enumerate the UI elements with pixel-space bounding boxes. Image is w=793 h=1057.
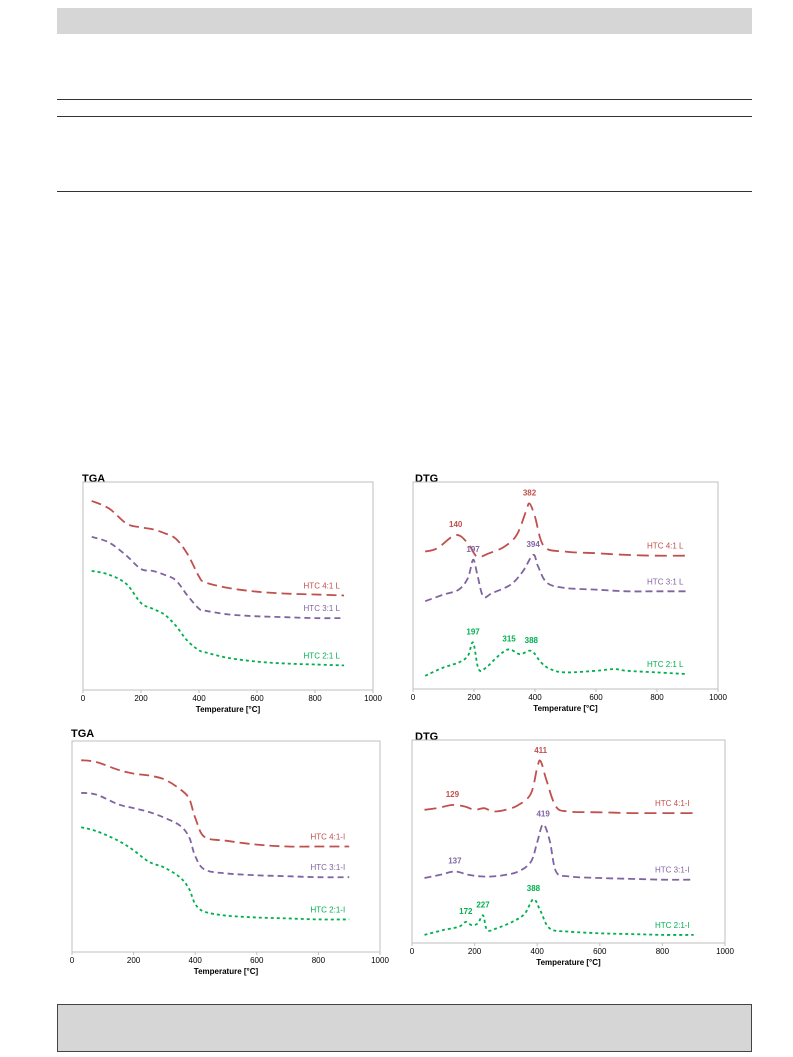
plot-frame: [71, 740, 381, 953]
series-label: HTC 3:1-I: [655, 866, 690, 875]
series-line-0: [424, 759, 694, 815]
x-tick-label: 600: [250, 956, 264, 965]
x-tick-label: 200: [468, 947, 482, 956]
series-label: HTC 2:1 L: [647, 660, 684, 669]
series-line-1: [424, 553, 688, 603]
header-rule-1: [57, 99, 752, 100]
x-tick-label: 0: [70, 956, 75, 965]
peak-label: 382: [523, 489, 537, 498]
x-tick-label: 400: [192, 694, 206, 703]
series-label: HTC 3:1-I: [311, 863, 346, 872]
x-axis-label: Temperature [°C]: [536, 958, 601, 967]
footer-bar: [57, 1004, 752, 1052]
series-line-0: [424, 502, 688, 558]
x-tick-label: 800: [650, 693, 664, 702]
header-rule-3: [57, 191, 752, 192]
chart-svg: 0 200 400 600 800 1000 Temperature [°C] HTC 4:1…: [70, 740, 389, 976]
series-line-1: [424, 823, 694, 881]
series-line-2: [91, 570, 345, 667]
x-tick-label: 0: [81, 694, 86, 703]
peak-label: 172: [459, 907, 473, 916]
chart-title: TGA: [71, 728, 95, 740]
series-label: HTC 4:1-I: [655, 799, 690, 808]
peak-label: 197: [466, 628, 480, 637]
x-tick-label: 600: [593, 947, 607, 956]
x-tick-label: 600: [589, 693, 603, 702]
x-tick-label: 400: [528, 693, 542, 702]
x-tick-label: 200: [127, 956, 141, 965]
x-axis-label: Temperature [°C]: [194, 967, 259, 976]
peak-label: 411: [534, 746, 547, 755]
chart-panel-dtg-1: DTG 0 200 400 600 800 1000 Temperature [°C] HTC…: [405, 470, 750, 713]
x-tick-label: 0: [411, 693, 416, 702]
series-label: HTC 4:1 L: [304, 581, 341, 590]
series-line-2: [424, 898, 694, 936]
peak-label: 197: [466, 545, 480, 554]
x-tick-label: 0: [410, 947, 415, 956]
peak-label: 227: [476, 900, 490, 909]
chart-panel-tga-2: TGA 0 200 400 600 800 1000 Temperature [°C] HTC…: [68, 723, 398, 976]
series-line-0: [91, 500, 345, 597]
peak-label: 388: [527, 884, 541, 893]
peak-label: 388: [525, 636, 539, 645]
x-tick-label: 1000: [371, 956, 389, 965]
series-line-2: [80, 826, 350, 921]
chart-panel-tga-1: TGA 0 200 400 600 800 1000 Temperature [°C] HTC…: [77, 470, 397, 714]
x-tick-label: 1000: [709, 693, 727, 702]
plot-frame: [82, 481, 374, 691]
plot-frame: [412, 481, 719, 690]
header-bar: [57, 8, 752, 34]
x-tick-label: 1000: [364, 694, 382, 703]
x-tick-label: 600: [250, 694, 264, 703]
chart-svg: 0 200 400 600 800 1000 Temperature [°C] HTC 4:1…: [81, 481, 382, 714]
peak-label: 419: [536, 809, 550, 818]
series-line-2: [424, 641, 688, 677]
peak-label: 140: [449, 520, 463, 529]
x-axis-label: Temperature [°C]: [533, 704, 598, 713]
x-tick-label: 400: [531, 947, 545, 956]
peak-label: 137: [448, 857, 462, 866]
peak-label: 394: [526, 540, 540, 549]
series-label: HTC 2:1-I: [311, 905, 346, 914]
series-label: HTC 4:1 L: [647, 542, 684, 551]
series-label: HTC 3:1 L: [304, 604, 341, 613]
series-label: HTC 2:1-I: [655, 921, 690, 930]
x-tick-label: 800: [656, 947, 670, 956]
series-line-1: [91, 535, 345, 620]
series-label: HTC 4:1-I: [311, 833, 346, 842]
series-line-0: [81, 759, 350, 848]
chart-svg: 0 200 400 600 800 1000 Temperature [°C] HTC 4:1…: [410, 739, 734, 967]
plot-frame: [411, 739, 726, 944]
x-tick-label: 1000: [716, 947, 734, 956]
x-axis-label: Temperature [°C]: [196, 705, 261, 714]
chart-panel-dtg-2: DTG 0 200 400 600 800 1000 Temperature [°C] HTC…: [405, 728, 750, 973]
chart-svg: 0 200 400 600 800 1000 Temperature [°C] HTC 4:1…: [411, 481, 727, 713]
peak-label: 315: [502, 634, 516, 643]
x-tick-label: 200: [467, 693, 481, 702]
series-label: HTC 3:1 L: [647, 577, 684, 586]
peak-label: 129: [446, 790, 460, 799]
header-rule-2: [57, 116, 752, 117]
x-tick-label: 200: [134, 694, 148, 703]
x-tick-label: 800: [312, 956, 326, 965]
x-tick-label: 800: [308, 694, 322, 703]
series-label: HTC 2:1 L: [304, 651, 341, 660]
x-tick-label: 400: [189, 956, 203, 965]
series-line-1: [81, 791, 350, 879]
